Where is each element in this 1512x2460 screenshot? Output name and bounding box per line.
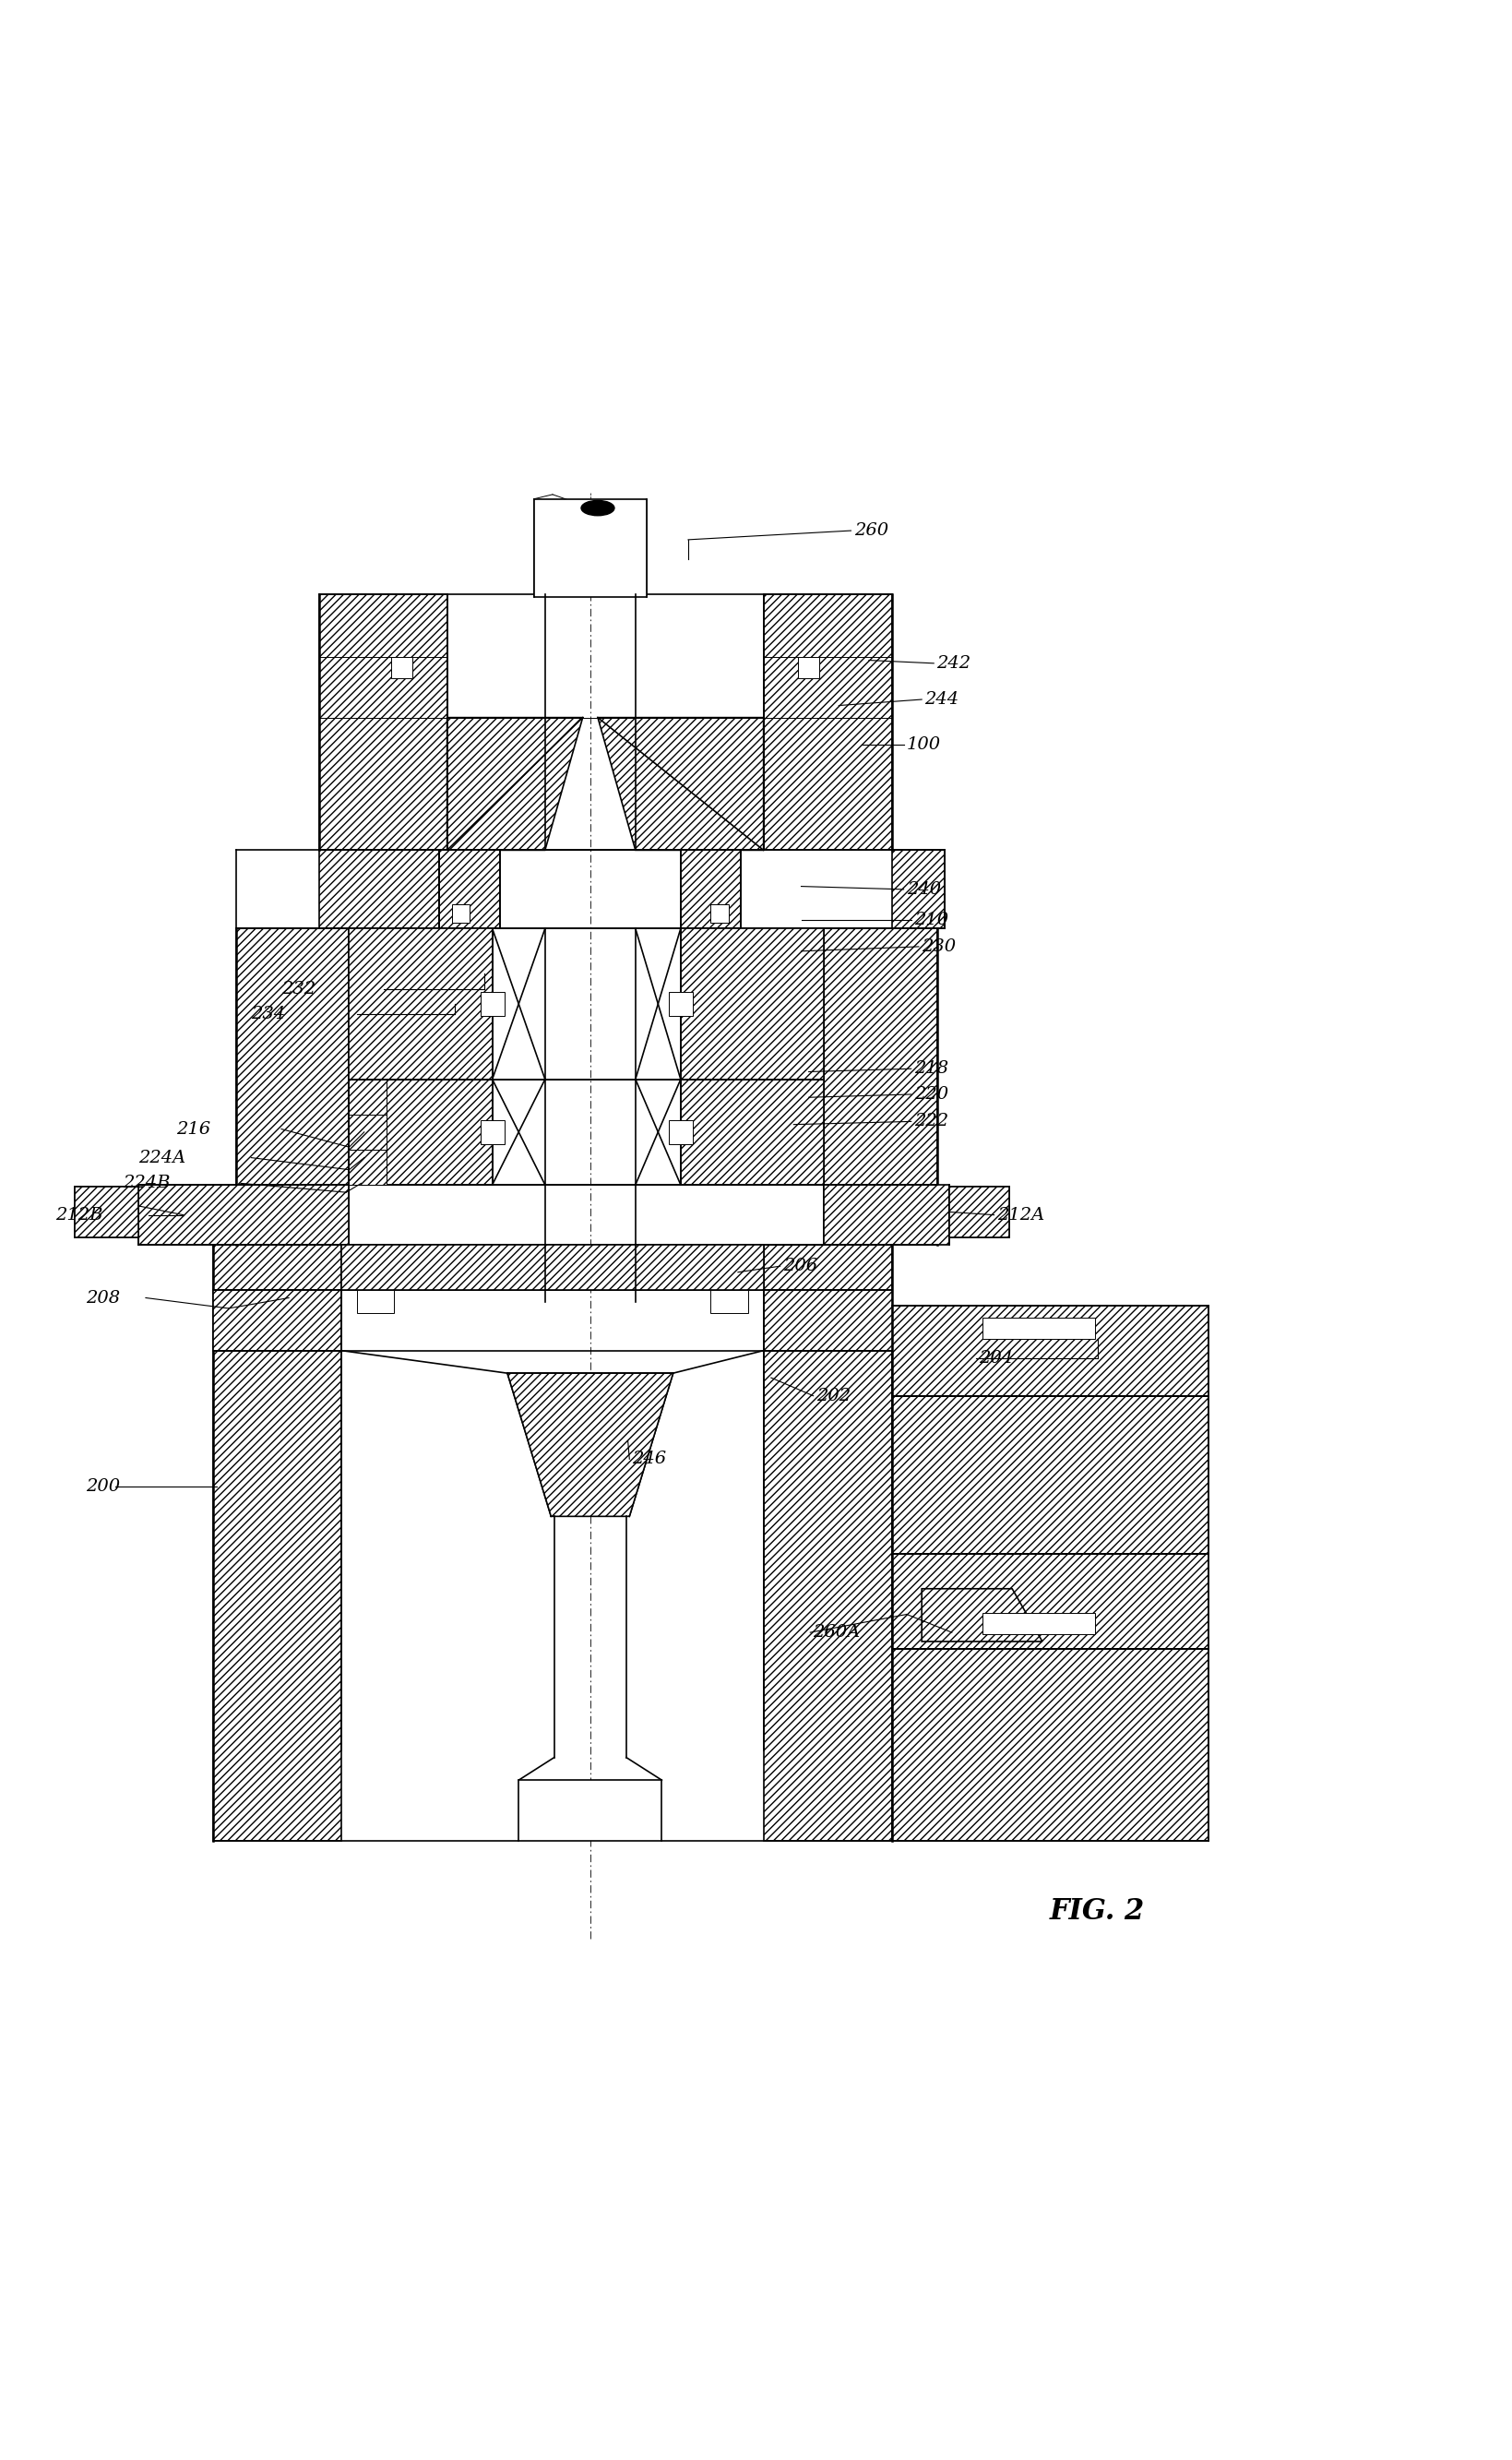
Text: 224B: 224B (122, 1176, 171, 1191)
Text: 208: 208 (86, 1289, 119, 1306)
Polygon shape (349, 1080, 387, 1114)
Polygon shape (668, 1119, 692, 1144)
Text: 220: 220 (915, 1085, 948, 1102)
Polygon shape (824, 1186, 950, 1245)
Text: 240: 240 (907, 881, 940, 898)
Polygon shape (764, 1292, 892, 1351)
Ellipse shape (581, 499, 614, 517)
Text: 216: 216 (175, 1122, 210, 1137)
Polygon shape (481, 991, 505, 1016)
Polygon shape (892, 1306, 1208, 1395)
Polygon shape (922, 1589, 1042, 1641)
Text: 224A: 224A (138, 1149, 186, 1166)
Polygon shape (236, 851, 440, 927)
Polygon shape (357, 1292, 395, 1314)
Polygon shape (213, 1245, 342, 1840)
Polygon shape (711, 905, 729, 922)
Polygon shape (349, 1114, 387, 1149)
Text: 218: 218 (915, 1060, 948, 1077)
Polygon shape (236, 927, 349, 1245)
Text: FIG. 2: FIG. 2 (1049, 1897, 1145, 1926)
Text: 212B: 212B (56, 1205, 103, 1223)
Text: 230: 230 (922, 937, 956, 954)
Polygon shape (711, 1292, 748, 1314)
Polygon shape (349, 1080, 493, 1186)
Polygon shape (981, 1319, 1095, 1338)
Polygon shape (534, 499, 647, 598)
Polygon shape (798, 657, 820, 679)
Text: 260: 260 (854, 522, 888, 539)
Polygon shape (892, 1555, 1208, 1648)
Polygon shape (680, 927, 824, 1080)
Text: 234: 234 (251, 1006, 286, 1023)
Polygon shape (680, 851, 741, 927)
Text: 242: 242 (937, 654, 971, 672)
Polygon shape (981, 1614, 1095, 1633)
Polygon shape (481, 1119, 505, 1144)
Polygon shape (508, 1373, 673, 1515)
Text: 200: 200 (86, 1478, 119, 1496)
Polygon shape (448, 718, 582, 851)
Text: 244: 244 (925, 691, 959, 708)
Text: 222: 222 (915, 1114, 948, 1129)
Polygon shape (342, 1245, 764, 1292)
Polygon shape (519, 1781, 662, 1840)
Polygon shape (452, 905, 470, 922)
Polygon shape (680, 1080, 824, 1186)
Polygon shape (392, 657, 413, 679)
Text: 232: 232 (281, 982, 316, 996)
Polygon shape (741, 851, 945, 927)
Polygon shape (138, 1186, 349, 1245)
Polygon shape (950, 1186, 1009, 1237)
Polygon shape (213, 1292, 342, 1351)
Polygon shape (349, 1149, 387, 1186)
Polygon shape (892, 1395, 1208, 1555)
Polygon shape (319, 593, 448, 851)
Text: 202: 202 (816, 1387, 851, 1405)
Polygon shape (76, 1186, 138, 1237)
Text: 206: 206 (783, 1257, 818, 1274)
Polygon shape (440, 851, 500, 927)
Polygon shape (597, 718, 764, 851)
Polygon shape (764, 1245, 892, 1840)
Polygon shape (824, 927, 937, 1245)
Polygon shape (764, 593, 892, 851)
Text: 100: 100 (907, 736, 940, 753)
Polygon shape (892, 1648, 1208, 1840)
Text: 260A: 260A (813, 1624, 860, 1641)
Polygon shape (349, 927, 493, 1080)
Text: 212A: 212A (996, 1205, 1045, 1223)
Text: 204: 204 (978, 1351, 1013, 1365)
Polygon shape (668, 991, 692, 1016)
Text: 246: 246 (632, 1451, 667, 1469)
Text: 210: 210 (915, 910, 948, 927)
